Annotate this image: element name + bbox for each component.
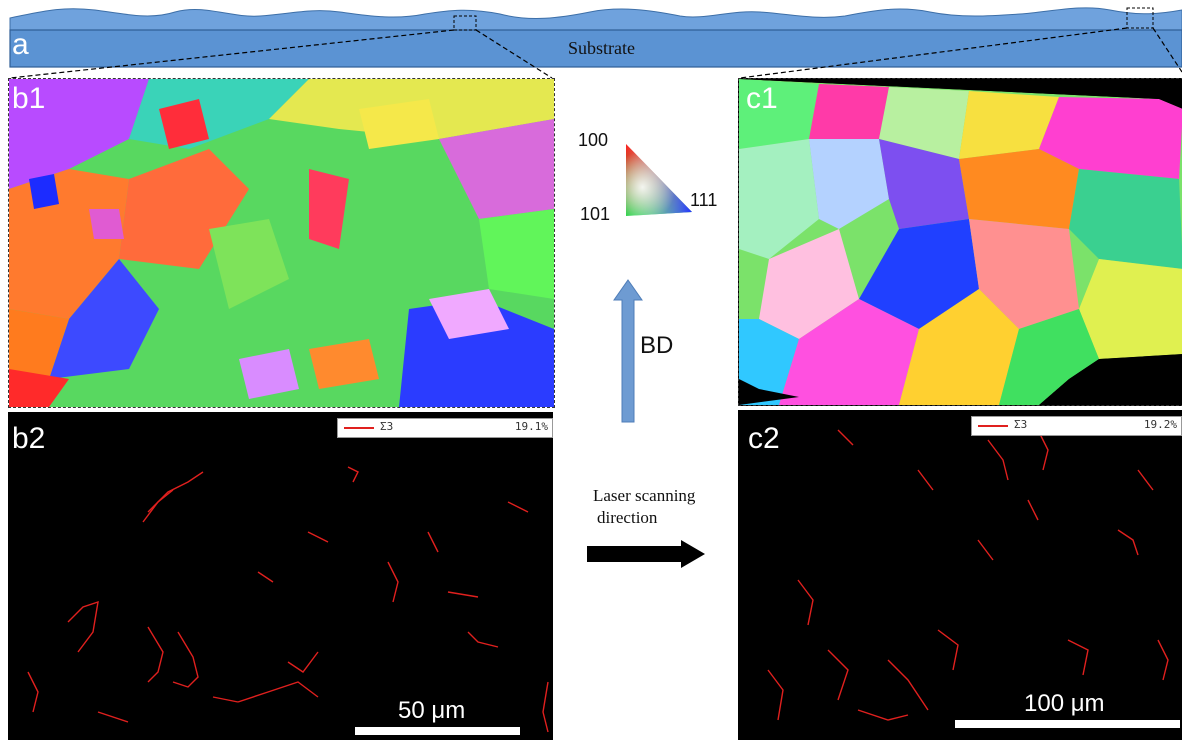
panel-label-c1: c1	[746, 82, 778, 115]
legend-symbol: Σ3	[380, 420, 394, 433]
ipf-label-101: 101	[580, 204, 611, 224]
panel-label-c2: c2	[748, 422, 780, 455]
ipf-label-111: 111	[690, 190, 718, 210]
laser-scanning-label-line2: direction	[597, 508, 658, 527]
sigma3-legend-c2: Σ3 19.2%	[971, 416, 1182, 436]
legend-percentage: 19.1%	[514, 420, 548, 433]
laser-scanning-label-line1: Laser scanning	[593, 486, 696, 505]
zoom-box-c	[1126, 7, 1154, 29]
panel-label-a: a	[12, 28, 29, 61]
zoom-box-b	[453, 15, 477, 31]
substrate-label: Substrate	[568, 38, 635, 58]
build-direction-label: BD	[640, 332, 674, 359]
scale-bar-c2	[955, 720, 1180, 728]
panel-label-b2: b2	[12, 422, 46, 455]
ipf-label-100: 100	[578, 130, 609, 150]
zoom-lines	[9, 27, 1182, 79]
scale-bar-label-c2: 100 μm	[1024, 690, 1105, 717]
legend-line-swatch	[978, 425, 1008, 427]
laser-scanning-arrow	[587, 540, 705, 568]
scale-bar-label-b2: 50 μm	[398, 697, 466, 724]
ebsd-ipf-map-b1	[8, 78, 555, 408]
ebsd-ipf-map-c1	[738, 78, 1182, 406]
scale-bar-b2	[355, 727, 520, 735]
ipf-color-triangle	[626, 144, 692, 216]
legend-percentage: 19.2%	[1143, 418, 1177, 431]
legend-line-swatch	[344, 427, 374, 429]
sigma3-legend-b2: Σ3 19.1%	[337, 418, 553, 438]
build-direction-arrow	[613, 279, 643, 423]
sigma3-boundary-map-b2	[8, 412, 553, 740]
substrate-block	[9, 29, 1182, 68]
deposited-layer-wave	[9, 7, 1182, 31]
panel-label-b1: b1	[12, 82, 46, 115]
sigma3-boundary-map-c2	[738, 410, 1182, 740]
panel-a-graphic	[9, 7, 1182, 68]
legend-symbol: Σ3	[1014, 418, 1028, 431]
